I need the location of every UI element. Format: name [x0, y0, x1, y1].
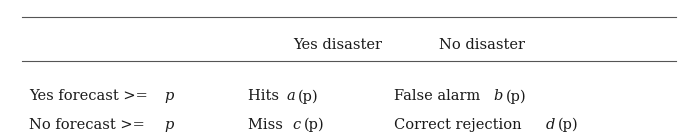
- Text: b: b: [493, 89, 503, 103]
- Text: Yes forecast >=: Yes forecast >=: [29, 89, 153, 103]
- Text: (p): (p): [298, 89, 319, 104]
- Text: p: p: [165, 118, 174, 132]
- Text: (p): (p): [304, 118, 325, 132]
- Text: (p): (p): [505, 89, 526, 104]
- Text: d: d: [546, 118, 555, 132]
- Text: c: c: [292, 118, 300, 132]
- Text: Miss: Miss: [248, 118, 288, 132]
- Text: a: a: [286, 89, 295, 103]
- Text: Yes disaster: Yes disaster: [293, 38, 383, 52]
- Text: False alarm: False alarm: [394, 89, 485, 103]
- Text: p: p: [165, 89, 174, 103]
- Text: No forecast >=: No forecast >=: [29, 118, 149, 132]
- Text: (p): (p): [558, 118, 578, 132]
- Text: Correct rejection: Correct rejection: [394, 118, 526, 132]
- Text: Hits: Hits: [248, 89, 284, 103]
- Text: No disaster: No disaster: [439, 38, 526, 52]
